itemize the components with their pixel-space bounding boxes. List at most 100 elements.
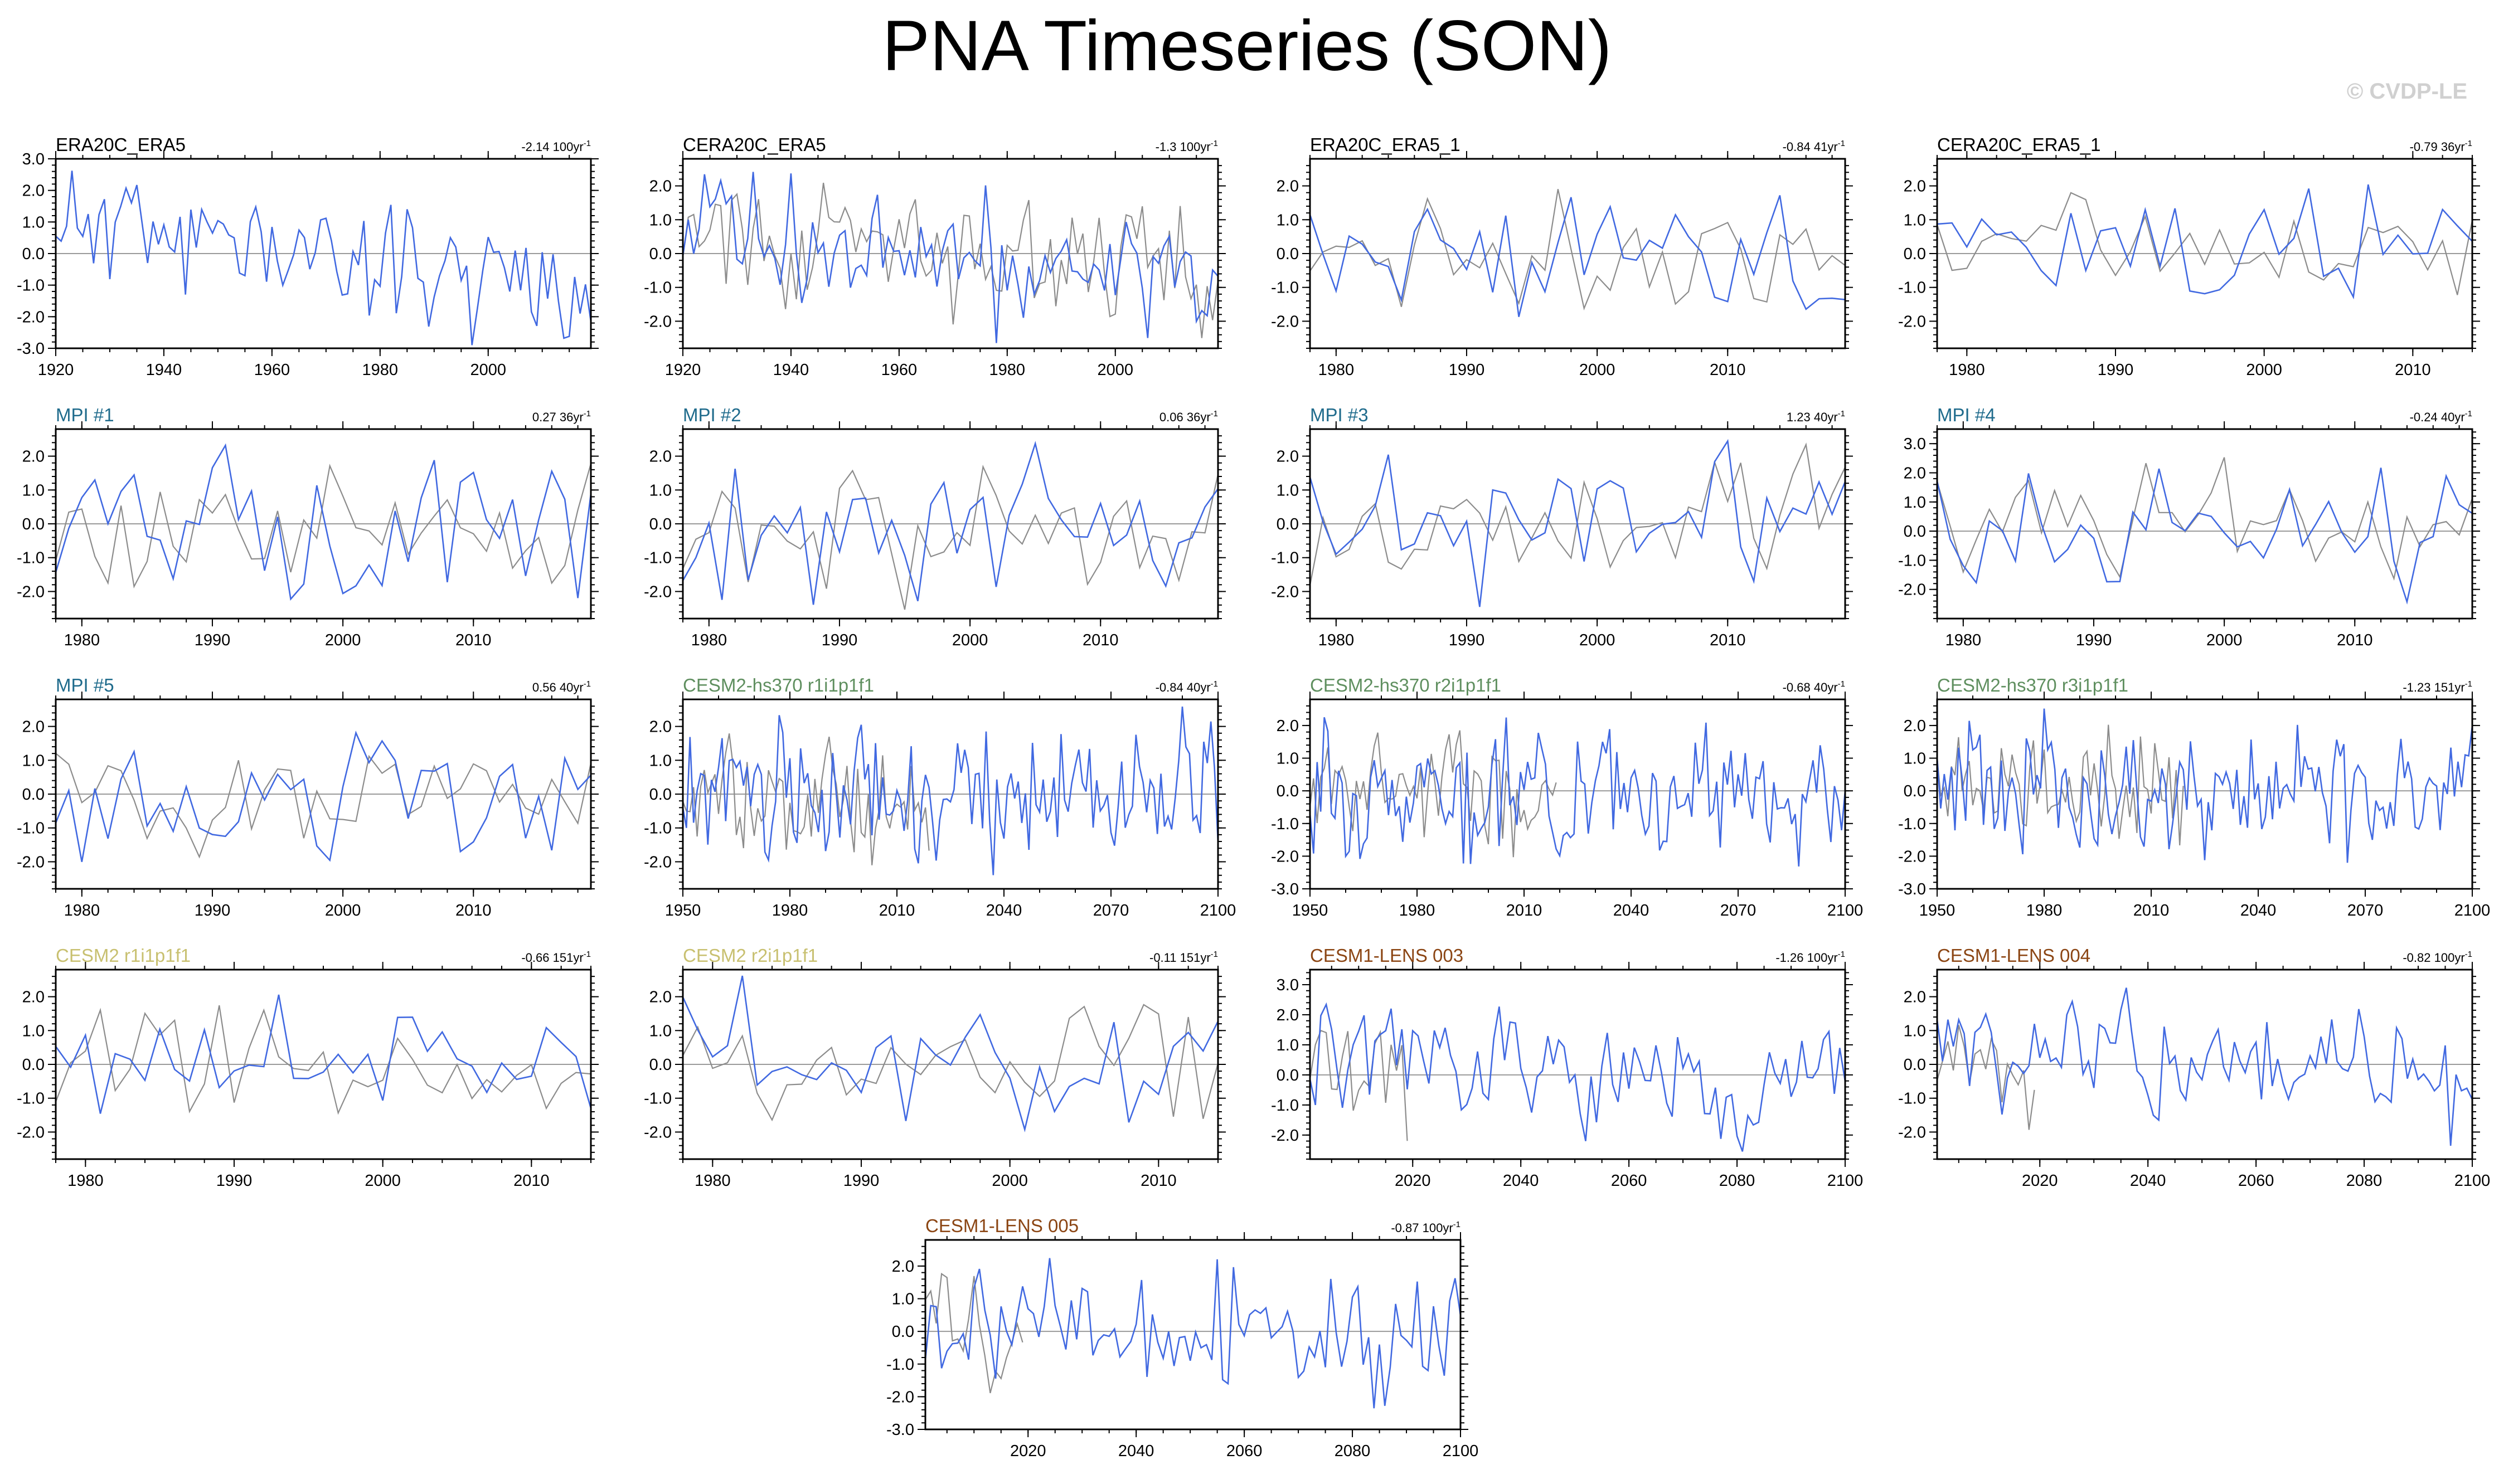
y-tick-label: 2.0 bbox=[649, 448, 672, 466]
trend-label: -0.87 100yr-1 bbox=[1391, 1220, 1461, 1235]
x-tick-label: 2010 bbox=[1710, 361, 1746, 379]
y-tick-label: -2.0 bbox=[644, 853, 672, 871]
panel-3: ERA20C_ERA5_1 -0.84 41yr-1 -2.0 -1.0 0.0 1.0 2… bbox=[1271, 134, 1853, 379]
y-tick-label: 2.0 bbox=[22, 989, 45, 1006]
y-tick-label: 2.0 bbox=[1904, 717, 1926, 735]
obs-series-line bbox=[682, 1004, 1219, 1122]
model-series-line bbox=[1937, 184, 2473, 300]
x-tick-label: 1980 bbox=[64, 902, 100, 919]
credit-label: © CVDP-LE bbox=[2346, 79, 2467, 104]
x-tick-label: 2010 bbox=[2133, 902, 2170, 919]
x-tick-label: 2040 bbox=[2130, 1172, 2166, 1190]
y-tick-label: 1.0 bbox=[1277, 481, 1299, 499]
model-series-line bbox=[55, 731, 591, 862]
model-series-line bbox=[55, 443, 592, 601]
model-series-line bbox=[1309, 1002, 1846, 1152]
panel-4: CERA20C_ERA5_1 -0.79 36yr-1 -2.0 -1.0 0.0 1.0… bbox=[1898, 134, 2480, 379]
x-tick-label: 1990 bbox=[843, 1172, 880, 1190]
x-tick-label: 2000 bbox=[325, 902, 361, 919]
x-tick-label: 2000 bbox=[1579, 631, 1615, 649]
y-tick-label: 1.0 bbox=[22, 1022, 45, 1040]
x-tick-label: 2020 bbox=[2022, 1172, 2058, 1190]
x-tick-label: 1980 bbox=[691, 631, 727, 649]
x-tick-label: 2010 bbox=[2337, 631, 2373, 649]
y-tick-label: -2.0 bbox=[17, 308, 45, 326]
model-series-line bbox=[1309, 439, 1846, 607]
y-tick-label: -2.0 bbox=[644, 313, 672, 330]
y-tick-label: 1.0 bbox=[649, 1022, 672, 1040]
y-tick-label: -1.0 bbox=[1271, 279, 1299, 297]
y-tick-label: 1.0 bbox=[649, 211, 672, 229]
x-tick-label: 2100 bbox=[1200, 902, 1236, 919]
x-tick-label: 1950 bbox=[1919, 902, 1956, 919]
x-tick-label: 2000 bbox=[952, 631, 988, 649]
panel-title: MPI #2 bbox=[683, 405, 741, 425]
y-tick-label: 2.0 bbox=[22, 718, 45, 736]
x-tick-label: 2080 bbox=[2346, 1172, 2383, 1190]
x-tick-label: 1950 bbox=[665, 902, 701, 919]
x-tick-label: 2060 bbox=[2238, 1172, 2274, 1190]
model-series-line bbox=[55, 171, 592, 346]
y-tick-label: 1.0 bbox=[1904, 494, 1926, 512]
x-tick-label: 2000 bbox=[365, 1172, 401, 1190]
panel-1: ERA20C_ERA5 -2.14 100yr-1 -3.0 -2.0 -1.0 0.0 1… bbox=[17, 134, 599, 379]
trend-label: -0.68 40yr-1 bbox=[1783, 679, 1845, 694]
model-series-line bbox=[1936, 468, 2473, 605]
y-tick-label: 1.0 bbox=[892, 1291, 914, 1308]
panel-17: CESM1-LENS 005 -0.87 100yr-1 -3.0 -2.0 -1.0 0… bbox=[886, 1215, 1478, 1460]
obs-series-line bbox=[1309, 442, 1846, 586]
y-tick-label: 1.0 bbox=[1277, 750, 1299, 768]
panel-13: CESM2 r1i1p1f1 -0.66 151yr-1-2.0-1.00.01.… bbox=[17, 945, 599, 1190]
x-tick-label: 2040 bbox=[1613, 902, 1649, 919]
x-tick-label: 1940 bbox=[146, 361, 182, 379]
obs-series-line bbox=[925, 1272, 1023, 1394]
y-tick-label: -1.0 bbox=[644, 1090, 672, 1108]
x-tick-label: 1990 bbox=[1449, 631, 1485, 649]
y-tick-label: -2.0 bbox=[1271, 583, 1299, 601]
y-tick-label: 0.0 bbox=[1904, 523, 1926, 541]
x-tick-label: 1990 bbox=[2098, 361, 2134, 379]
y-tick-label: -1.0 bbox=[1898, 815, 1926, 833]
y-tick-label: 3.0 bbox=[1904, 435, 1926, 453]
y-tick-label: 0.0 bbox=[1277, 245, 1299, 263]
y-tick-label: 0.0 bbox=[649, 1056, 672, 1074]
panel-8: MPI #4 -0.24 40yr-1 -2.0 -1.0 0.0 1.0 2.0 3.0 19… bbox=[1898, 405, 2480, 649]
panel-title: MPI #5 bbox=[56, 675, 114, 695]
obs-series-line bbox=[55, 1005, 591, 1115]
panel-title: MPI #1 bbox=[56, 405, 114, 425]
panel-7: MPI #3 1.23 40yr-1 -2.0 -1.0 0.0 1.0 2.0 1980 19… bbox=[1271, 405, 1853, 649]
y-tick-label: -2.0 bbox=[17, 853, 45, 871]
panel-title: CERA20C_ERA5 bbox=[683, 134, 826, 155]
y-tick-label: -2.0 bbox=[1271, 1127, 1299, 1145]
y-tick-label: -1.0 bbox=[644, 549, 672, 567]
y-tick-label: 2.0 bbox=[1277, 448, 1299, 466]
trend-label: -1.26 100yr-1 bbox=[1775, 950, 1845, 965]
y-tick-label: -1.0 bbox=[1898, 552, 1926, 570]
y-tick-label: 2.0 bbox=[1277, 178, 1299, 196]
y-tick-label: -3.0 bbox=[1898, 880, 1926, 898]
x-tick-label: 1960 bbox=[254, 361, 290, 379]
panel-title: CESM2 r2i1p1f1 bbox=[683, 945, 818, 966]
y-tick-label: -2.0 bbox=[1271, 848, 1299, 865]
y-tick-label: 0.0 bbox=[1904, 782, 1926, 800]
y-tick-label: -1.0 bbox=[644, 820, 672, 838]
y-tick-label: -2.0 bbox=[17, 583, 45, 601]
x-tick-label: 2060 bbox=[1226, 1442, 1263, 1460]
y-tick-label: 0.0 bbox=[1277, 782, 1299, 800]
x-tick-label: 2080 bbox=[1719, 1172, 1755, 1190]
obs-series-line bbox=[682, 464, 1219, 610]
y-tick-label: 2.0 bbox=[22, 448, 45, 466]
model-series-line bbox=[1309, 195, 1846, 317]
trend-label: -0.84 41yr-1 bbox=[1783, 139, 1845, 154]
trend-label: -1.3 100yr-1 bbox=[1156, 139, 1218, 154]
x-tick-label: 2010 bbox=[455, 631, 492, 649]
trend-label: 0.27 36yr-1 bbox=[532, 409, 591, 424]
axis-frame bbox=[1309, 698, 1846, 890]
x-tick-label: 1990 bbox=[2076, 631, 2112, 649]
x-tick-label: 2040 bbox=[1118, 1442, 1154, 1460]
y-tick-label: 0.0 bbox=[649, 786, 672, 804]
y-tick-label: 2.0 bbox=[649, 718, 672, 736]
y-tick-label: -3.0 bbox=[886, 1421, 914, 1439]
y-tick-label: -3.0 bbox=[17, 340, 45, 358]
x-tick-label: 2000 bbox=[1579, 361, 1615, 379]
